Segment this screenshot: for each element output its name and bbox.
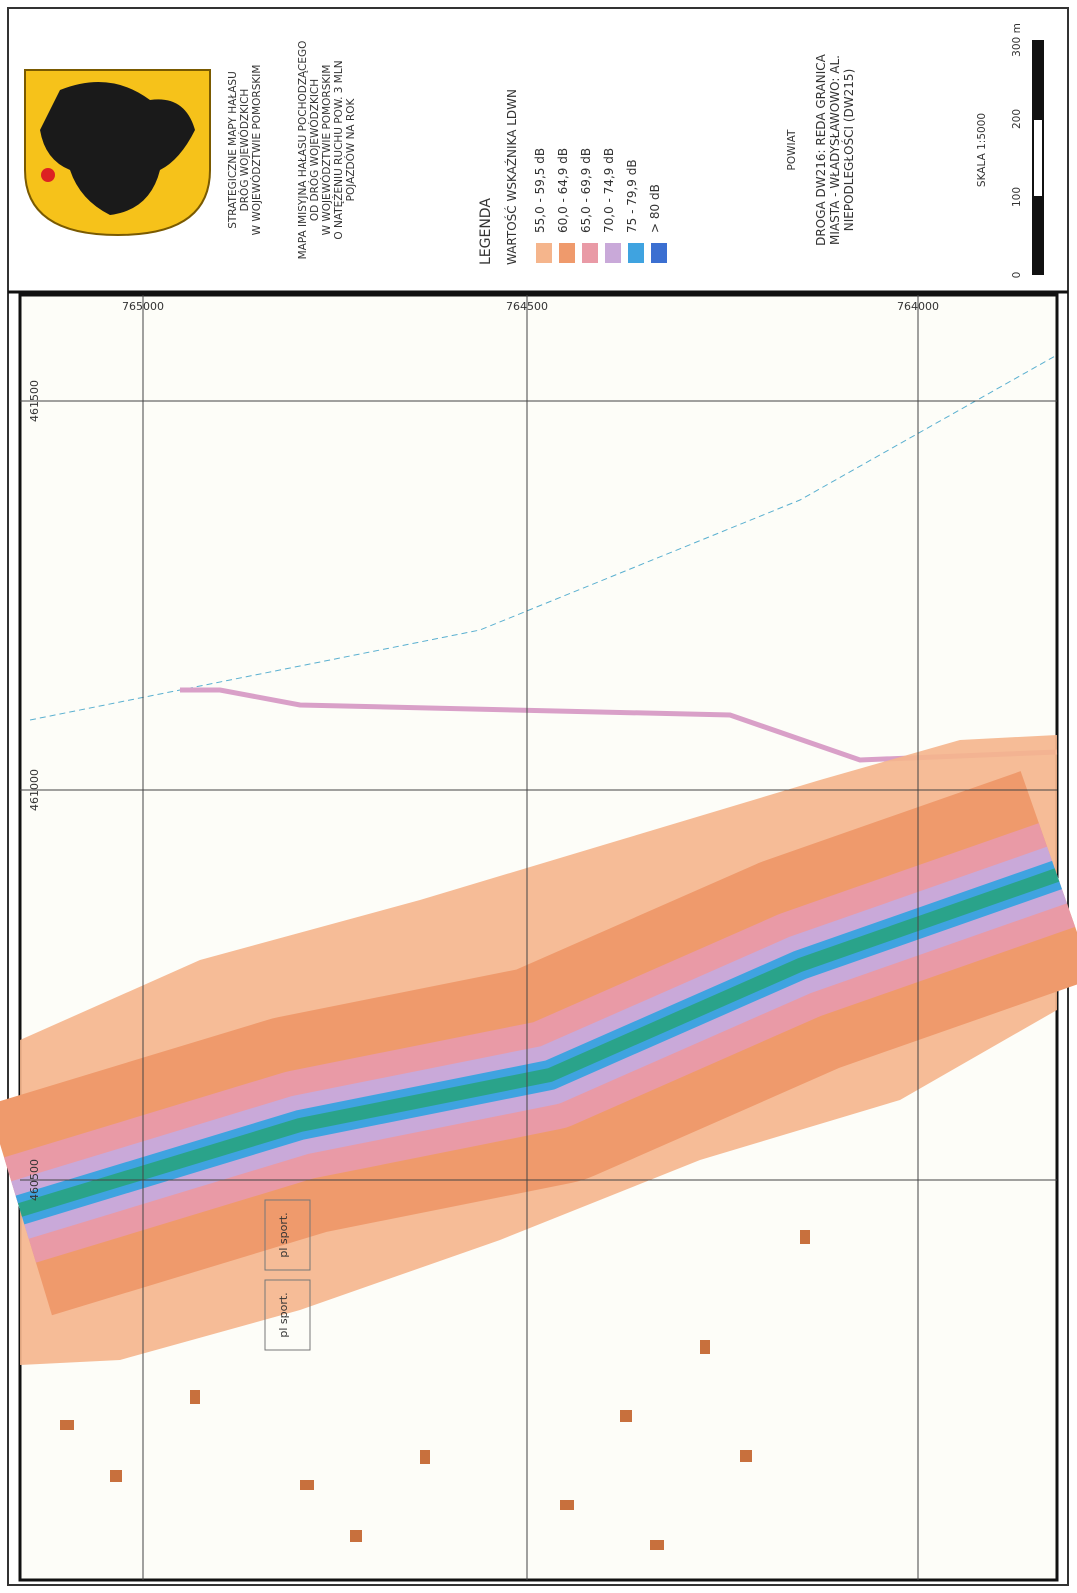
header-title: DRÓG WOJEWÓDZKICH [238, 89, 251, 212]
map-sheet: STRATEGICZNE MAPY HAŁASUDRÓG WOJEWÓDZKIC… [0, 0, 1077, 1593]
grid-x-label: 764500 [506, 300, 548, 313]
header-title: W WOJEWÓDZTWIE POMORSKIM [250, 65, 263, 236]
legend-label: > 80 dB [648, 184, 662, 233]
scale-tick-label: 300 m [1011, 23, 1023, 57]
map-label: pl sport. [277, 1212, 290, 1257]
legend-label: 55,0 - 59,5 dB [533, 148, 547, 233]
legend-subtitle: WARTOŚĆ WSKAŹNIKA LDWN [504, 89, 519, 265]
legend-swatch [536, 243, 552, 263]
grid-x-label: 764000 [897, 300, 939, 313]
header-description: W WOJEWÓDZTWIE POMORSKIM [320, 65, 333, 236]
legend-swatch [605, 243, 621, 263]
legend-swatch [582, 243, 598, 263]
legend-label: 65,0 - 69,9 dB [579, 148, 593, 233]
legend-swatch [628, 243, 644, 263]
district: POWIAT [786, 129, 798, 170]
road-name: DROGA DW216: REDA GRANICA [814, 53, 828, 245]
scale-tick-label: 0 [1011, 272, 1023, 279]
legend-label: 60,0 - 64,9 dB [556, 148, 570, 233]
grid-x-label: 765000 [122, 300, 164, 313]
map-label: pl sport. [277, 1292, 290, 1337]
scale-tick-label: 100 [1011, 187, 1023, 207]
legend-title: LEGENDA [478, 198, 494, 265]
header-description: OD DRÓG WOJEWÓDZKICH [308, 79, 321, 221]
legend-label: 70,0 - 74,9 dB [602, 148, 616, 233]
header-description: POJAZDÓW NA ROK [344, 98, 357, 202]
grid-y-label: 461000 [28, 769, 41, 811]
grid-y-label: 460500 [28, 1159, 41, 1201]
legend-swatch [559, 243, 575, 263]
header-description: O NATĘŻENIU RUCHU POW. 3 MLN [332, 60, 345, 239]
scale-tick-label: 200 [1011, 109, 1023, 129]
map-area: pl sport. pl sport. 765000 764500 764000 46… [20, 295, 1057, 1580]
header-description: MAPA IMISYJNA HAŁASU POCHODZĄCEGO [297, 41, 309, 260]
legend-label: 75 - 79,9 dB [625, 159, 639, 233]
scale-label: SKALA 1:5000 [976, 113, 988, 187]
road-name: NIEPODLEGŁOŚCI (DW215) [841, 69, 856, 232]
grid-y-label: 461500 [28, 380, 41, 422]
road-name: MIASTA - WŁADYSŁAWOWO: AL. [828, 55, 842, 245]
scale-bar-segment [1034, 120, 1042, 196]
coat-of-arms [25, 70, 210, 235]
legend-swatch [651, 243, 667, 263]
header-title: STRATEGICZNE MAPY HAŁASU [227, 71, 239, 229]
